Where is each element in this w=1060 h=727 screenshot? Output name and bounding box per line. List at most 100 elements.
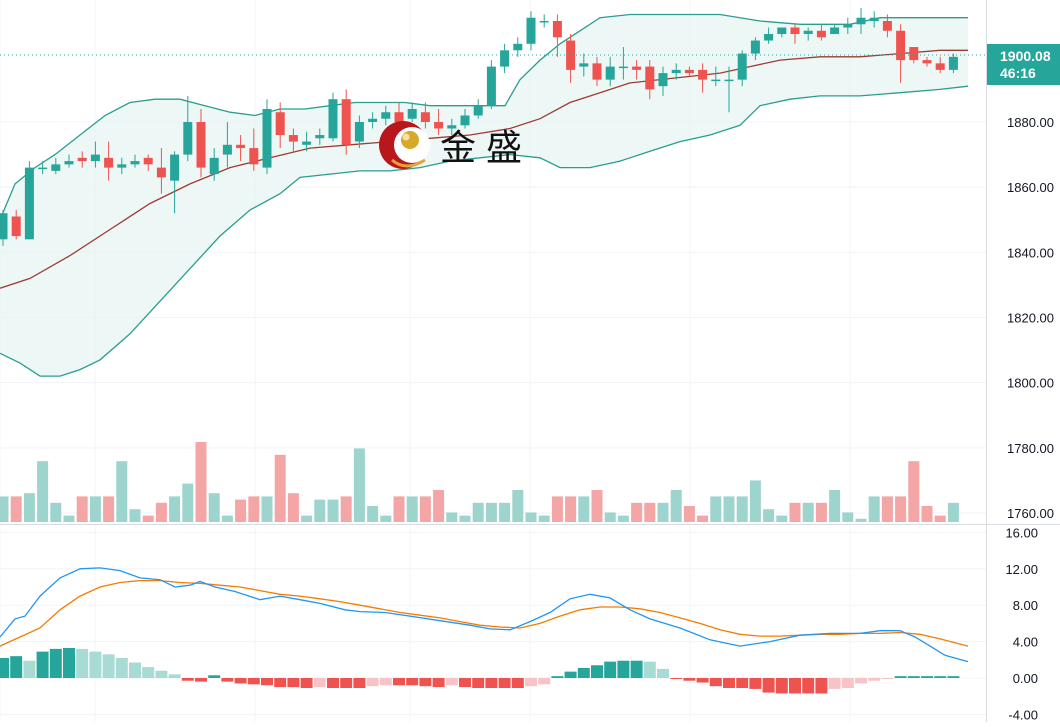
macd-histogram-bar: [327, 678, 339, 689]
candle-body: [803, 30, 813, 35]
candle-body: [526, 17, 536, 44]
volume-bar: [736, 496, 748, 522]
macd-line: [0, 567, 969, 663]
macd-histogram-bar: [630, 660, 643, 678]
volume-bar: [301, 515, 313, 522]
candle-body: [0, 213, 8, 240]
volume-bar: [670, 490, 682, 522]
candle-body: [698, 69, 708, 80]
macd-histogram-bar: [181, 678, 194, 681]
price-tick-label: 1760.00: [1007, 506, 1054, 521]
last-price-value: 1900.08: [1000, 48, 1051, 64]
macd-histogram-bar: [736, 678, 749, 689]
candle-body: [896, 30, 906, 61]
macd-histogram-bar: [49, 648, 62, 678]
candle-body: [447, 125, 457, 129]
candle-body: [302, 141, 312, 145]
candle-body: [11, 216, 21, 237]
volume-bar: [644, 502, 656, 522]
volume-bar: [538, 515, 550, 522]
macd-histogram-bar: [247, 678, 260, 685]
candle-body: [170, 154, 180, 181]
volume-bar: [380, 515, 392, 522]
volume-bar: [631, 502, 643, 522]
macd-histogram-bar: [775, 678, 788, 694]
price-axis[interactable]: 1880.00 1860.00 1840.00 1820.00 1800.00 1780.…: [1007, 115, 1054, 521]
macd-histogram-bar: [10, 656, 23, 678]
candle-body: [368, 118, 378, 122]
macd-histogram-bar: [696, 678, 709, 683]
macd-histogram-bar: [498, 678, 511, 689]
candle-body: [90, 154, 100, 162]
candle-body: [684, 69, 694, 74]
macd-histogram-bar: [274, 678, 287, 688]
macd-histogram-bar: [340, 678, 353, 689]
macd-tick-label: 16.00: [1005, 525, 1038, 540]
volume-bar: [248, 496, 260, 522]
candle-body: [156, 167, 166, 178]
volume-bar: [314, 499, 326, 522]
price-tick-label: 1780.00: [1007, 441, 1054, 456]
volume-bar: [617, 515, 629, 522]
candle-body: [816, 30, 826, 38]
volume-bar: [749, 480, 761, 522]
volume-bar: [446, 512, 458, 522]
price-tick-label: 1800.00: [1007, 376, 1054, 391]
macd-histogram-bar: [234, 678, 247, 684]
candle-body: [249, 148, 259, 165]
candle-body: [513, 43, 523, 51]
last-price-tag[interactable]: 1900.08 46:16: [987, 44, 1060, 85]
volume-bar: [129, 509, 141, 522]
volume-bar: [697, 515, 709, 522]
candle-body: [341, 99, 351, 145]
candlestick-series: [0, 7, 958, 246]
candle-body: [830, 27, 840, 35]
price-tick-label: 1840.00: [1007, 245, 1054, 260]
volume-bar: [195, 442, 207, 522]
volume-bar: [23, 493, 35, 522]
macd-histogram-bar: [353, 678, 366, 689]
macd-histogram-bar: [142, 667, 155, 678]
macd-axis[interactable]: 16.00 12.00 8.00 4.00 0.00 -4.00: [1005, 525, 1038, 722]
bollinger-upper-line: [0, 13, 968, 221]
volume-bar: [221, 515, 233, 522]
macd-histogram-bar: [445, 678, 458, 686]
volume-bar: [657, 502, 669, 522]
volume-bar: [499, 502, 511, 522]
macd-histogram-bar: [393, 678, 405, 686]
watermark-logo: 金 盛: [379, 121, 522, 169]
candle-body: [632, 66, 642, 70]
volume-bar: [182, 483, 194, 522]
candle-body: [500, 50, 510, 67]
volume-bar: [287, 493, 299, 522]
candle-body: [222, 144, 232, 155]
macd-histogram-bar: [762, 678, 775, 693]
candle-body: [777, 27, 787, 35]
macd-histogram-bar: [485, 678, 498, 689]
candle-body: [288, 135, 298, 142]
candle-body: [104, 157, 114, 168]
macd-histogram-bar: [300, 678, 313, 689]
macd-histogram-bar: [591, 665, 603, 678]
volume-bar: [459, 515, 471, 522]
macd-histogram-bar: [0, 657, 9, 678]
volume-bar: [261, 496, 273, 522]
bollinger-middle-line: [0, 49, 968, 289]
macd-histogram-bar: [643, 661, 656, 678]
candle-body: [434, 122, 444, 129]
volume-bar: [50, 502, 62, 522]
macd-histogram-bar: [577, 667, 590, 678]
volume-bar: [512, 490, 524, 522]
candle-body: [724, 79, 734, 82]
macd-histogram-bar: [115, 657, 128, 678]
candle-body: [315, 135, 325, 139]
candle-body: [922, 60, 932, 64]
price-tick-label: 1820.00: [1007, 311, 1054, 326]
candle-body: [407, 108, 417, 119]
candle-body: [882, 20, 892, 31]
macd-histogram-bar: [525, 678, 537, 687]
volume-bar: [419, 496, 431, 522]
macd-histogram-bar: [604, 661, 617, 678]
